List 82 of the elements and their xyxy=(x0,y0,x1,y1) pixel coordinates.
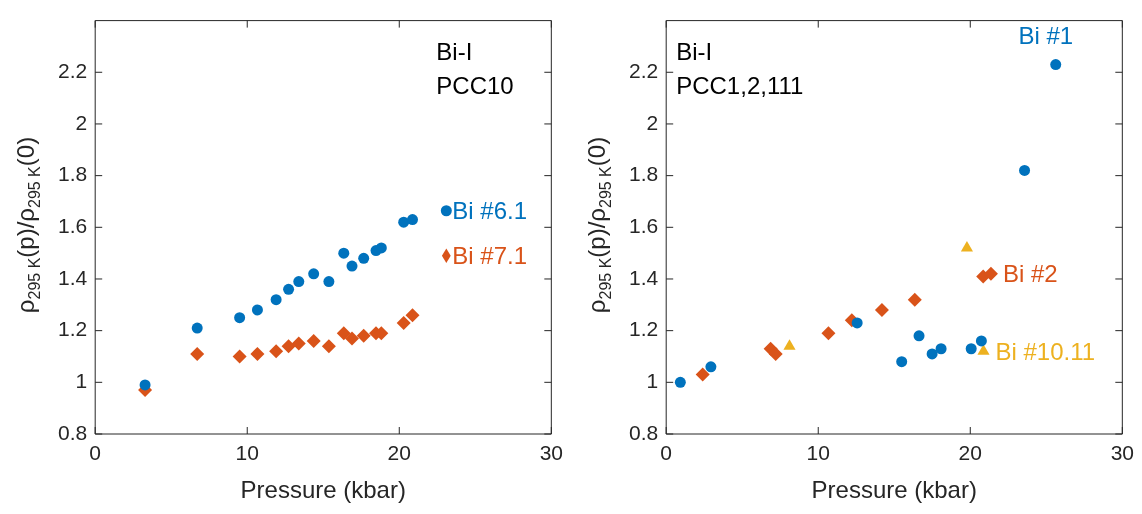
point xyxy=(768,346,783,361)
series-label: Bi #10.11 xyxy=(995,337,1096,365)
point xyxy=(338,247,350,259)
point xyxy=(935,343,947,355)
point xyxy=(293,276,305,288)
point xyxy=(965,343,977,355)
point xyxy=(874,302,889,317)
point xyxy=(405,308,420,323)
point xyxy=(139,379,151,391)
point xyxy=(821,326,836,341)
y-tick-label: 1.4 xyxy=(628,265,659,289)
y-tick-label: 2 xyxy=(646,110,659,134)
point xyxy=(321,339,336,354)
point xyxy=(336,326,351,341)
point xyxy=(407,214,419,226)
x-tick-label: 20 xyxy=(958,441,982,465)
y-tick-label: 1.8 xyxy=(628,162,659,186)
point xyxy=(396,315,411,330)
point xyxy=(1050,59,1062,71)
point xyxy=(356,328,371,343)
point xyxy=(913,330,925,342)
point xyxy=(190,346,205,361)
point xyxy=(960,240,973,252)
legend-label: Bi #7.1 xyxy=(452,242,528,270)
point xyxy=(783,339,796,350)
x-axis-title: Pressure (kbar) xyxy=(811,476,977,504)
y-tick-label: 2.2 xyxy=(628,59,659,83)
point xyxy=(896,356,908,368)
annotation: PCC1,2,111 xyxy=(676,72,804,100)
point xyxy=(674,376,686,388)
point xyxy=(926,348,938,360)
y-tick-label: 2.2 xyxy=(57,59,88,83)
point xyxy=(308,268,320,280)
point xyxy=(695,367,710,382)
point xyxy=(346,260,358,272)
annotation: Bi-I xyxy=(436,38,473,66)
point xyxy=(375,242,387,254)
point xyxy=(306,333,321,348)
point xyxy=(907,292,922,307)
point xyxy=(344,331,359,346)
point xyxy=(234,312,246,324)
annotation: PCC10 xyxy=(436,72,514,100)
point xyxy=(851,317,863,329)
point xyxy=(251,304,263,316)
point xyxy=(705,361,717,373)
y-tick-label: 2 xyxy=(75,110,88,134)
y-tick-label: 1.2 xyxy=(57,317,88,341)
point xyxy=(358,252,370,264)
y-tick-label: 1.4 xyxy=(57,265,88,289)
point xyxy=(232,349,247,364)
y-tick-label: 1.8 xyxy=(57,162,88,186)
y-tick-label: 1.2 xyxy=(628,317,659,341)
point xyxy=(270,294,282,306)
point xyxy=(283,283,295,295)
point xyxy=(975,335,987,347)
y-tick-label: 0.8 xyxy=(57,420,88,444)
point xyxy=(983,266,998,281)
point xyxy=(1019,164,1031,176)
point xyxy=(323,276,335,288)
point xyxy=(191,322,203,334)
x-tick-label: 0 xyxy=(89,441,102,465)
x-tick-label: 20 xyxy=(387,441,411,465)
y-tick-label: 1 xyxy=(646,369,659,393)
x-axis-title: Pressure (kbar) xyxy=(240,476,406,504)
series-label: Bi #1 xyxy=(1018,22,1074,50)
point xyxy=(291,336,306,351)
legend-label: Bi #6.1 xyxy=(452,197,528,225)
point xyxy=(281,339,296,354)
x-tick-label: 30 xyxy=(539,441,563,465)
y-tick-label: 1 xyxy=(75,369,88,393)
y-tick-label: 0.8 xyxy=(628,420,659,444)
x-tick-label: 10 xyxy=(806,441,830,465)
y-tick-label: 1.6 xyxy=(628,214,659,238)
y-tick-label: 1.6 xyxy=(57,214,88,238)
x-tick-label: 0 xyxy=(660,441,673,465)
point xyxy=(269,344,284,359)
point xyxy=(250,346,265,361)
point xyxy=(977,344,990,355)
series-label: Bi #2 xyxy=(1002,260,1058,288)
x-tick-label: 10 xyxy=(235,441,259,465)
annotation: Bi-I xyxy=(676,38,713,66)
x-tick-label: 30 xyxy=(1110,441,1134,465)
